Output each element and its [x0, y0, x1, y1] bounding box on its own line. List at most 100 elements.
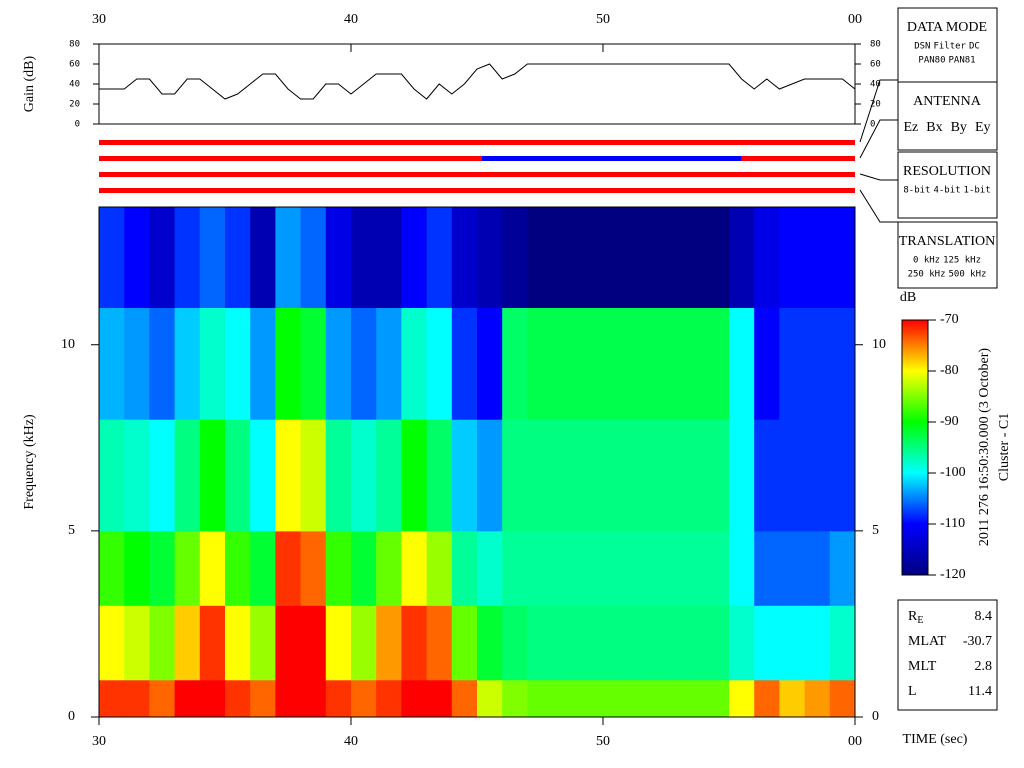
y-tick-label: 40: [69, 80, 80, 90]
panel-title: TRANSLATION: [899, 234, 995, 249]
orbit-value: 11.4: [968, 684, 992, 699]
gain-line: [99, 63, 856, 100]
heat-cell: [300, 207, 327, 309]
heat-cell: [779, 419, 806, 532]
x-tick-label: 40: [344, 12, 358, 27]
heat-cell: [804, 207, 831, 309]
y-tick-label-right: 20: [870, 100, 881, 110]
gain-frame: [98, 43, 856, 125]
y-tick-label-right: 10: [872, 337, 886, 352]
x-tick-label: 50: [596, 12, 610, 27]
heat-cell: [99, 530, 125, 606]
heat-cell: [527, 307, 554, 420]
heat-cell: [124, 307, 150, 420]
heat-cell: [401, 207, 428, 309]
panel-item: PAN81: [949, 56, 976, 66]
panel-item: 250 kHz: [908, 270, 946, 280]
orbit-box: [897, 599, 998, 711]
y-tick-label: 60: [69, 60, 80, 70]
heat-cell: [199, 530, 226, 606]
heat-cell: [729, 605, 755, 681]
heat-cell: [225, 419, 251, 532]
heat-cell: [577, 207, 604, 309]
heat-cell: [250, 679, 276, 718]
heat-cell: [502, 679, 528, 718]
heat-cell: [603, 679, 629, 718]
status-bar: [482, 156, 742, 161]
status-bar: [99, 140, 855, 145]
orbit-label: MLT: [908, 659, 937, 674]
heat-cell: [351, 307, 377, 420]
heat-cell: [124, 679, 150, 718]
orbit-label: L: [908, 684, 917, 699]
heat-cell: [174, 419, 201, 532]
heat-cell: [99, 207, 125, 309]
heat-cell: [300, 419, 327, 532]
panel-box: [897, 81, 998, 151]
panel-item: Filter: [933, 42, 966, 52]
y-tick-label-right: 5: [872, 523, 879, 538]
heat-cell: [779, 207, 806, 309]
heat-cell: [527, 419, 554, 532]
heat-cell: [729, 307, 755, 420]
panel-box: [897, 151, 998, 219]
heat-cell: [552, 530, 579, 606]
gain-axis-label: Gain (dB): [22, 55, 37, 112]
heat-cell: [325, 419, 352, 532]
heat-cell: [678, 307, 705, 420]
status-bar: [99, 156, 483, 161]
heat-cell: [552, 207, 579, 309]
heat-cell: [678, 530, 705, 606]
orbit-label-main: MLAT: [908, 634, 947, 649]
heat-cell: [804, 679, 831, 718]
heat-cell: [376, 605, 402, 681]
time-axis-label: TIME (sec): [903, 732, 968, 747]
heat-cell: [653, 307, 680, 420]
heat-cell: [225, 605, 251, 681]
panel-item: Bx: [926, 120, 942, 135]
heat-cell: [552, 605, 579, 681]
heat-cell: [401, 679, 428, 718]
heat-cell: [401, 530, 428, 606]
x-tick-label: 30: [92, 734, 106, 749]
heat-cell: [527, 207, 554, 309]
heat-cell: [174, 530, 201, 606]
heat-cell: [99, 307, 125, 420]
y-tick-label: 80: [69, 40, 80, 50]
panel-title: ANTENNA: [913, 94, 982, 109]
heat-cell: [577, 419, 604, 532]
orbit-value: -30.7: [963, 634, 992, 649]
heat-cell: [754, 530, 780, 606]
heat-cell: [678, 419, 705, 532]
heat-cell: [628, 679, 654, 718]
heat-cell: [325, 207, 352, 309]
heat-cell: [779, 605, 806, 681]
heat-cell: [653, 419, 680, 532]
heat-cell: [628, 307, 654, 420]
heat-cell: [502, 307, 528, 420]
heat-cell: [577, 530, 604, 606]
y-tick-label: 10: [61, 337, 75, 352]
heat-cell: [275, 605, 302, 681]
heat-cell: [477, 679, 503, 718]
heat-cell: [325, 307, 352, 420]
heat-cell: [199, 419, 226, 532]
heat-cell: [351, 419, 377, 532]
heat-cell: [199, 207, 226, 309]
heat-cell: [779, 530, 806, 606]
heat-cell: [552, 679, 579, 718]
heat-cell: [653, 207, 680, 309]
panel-item: 0 kHz: [913, 256, 940, 266]
heat-cell: [829, 207, 856, 309]
heat-cell: [99, 679, 125, 718]
y-tick-label-right: 40: [870, 80, 881, 90]
colorbar-tick-label: -90: [940, 414, 959, 429]
heat-cell: [325, 679, 352, 718]
heat-cell: [829, 419, 856, 532]
heat-cell: [451, 679, 478, 718]
heat-cell: [99, 419, 125, 532]
heat-cell: [451, 530, 478, 606]
heat-cell: [754, 307, 780, 420]
heat-cell: [376, 679, 402, 718]
